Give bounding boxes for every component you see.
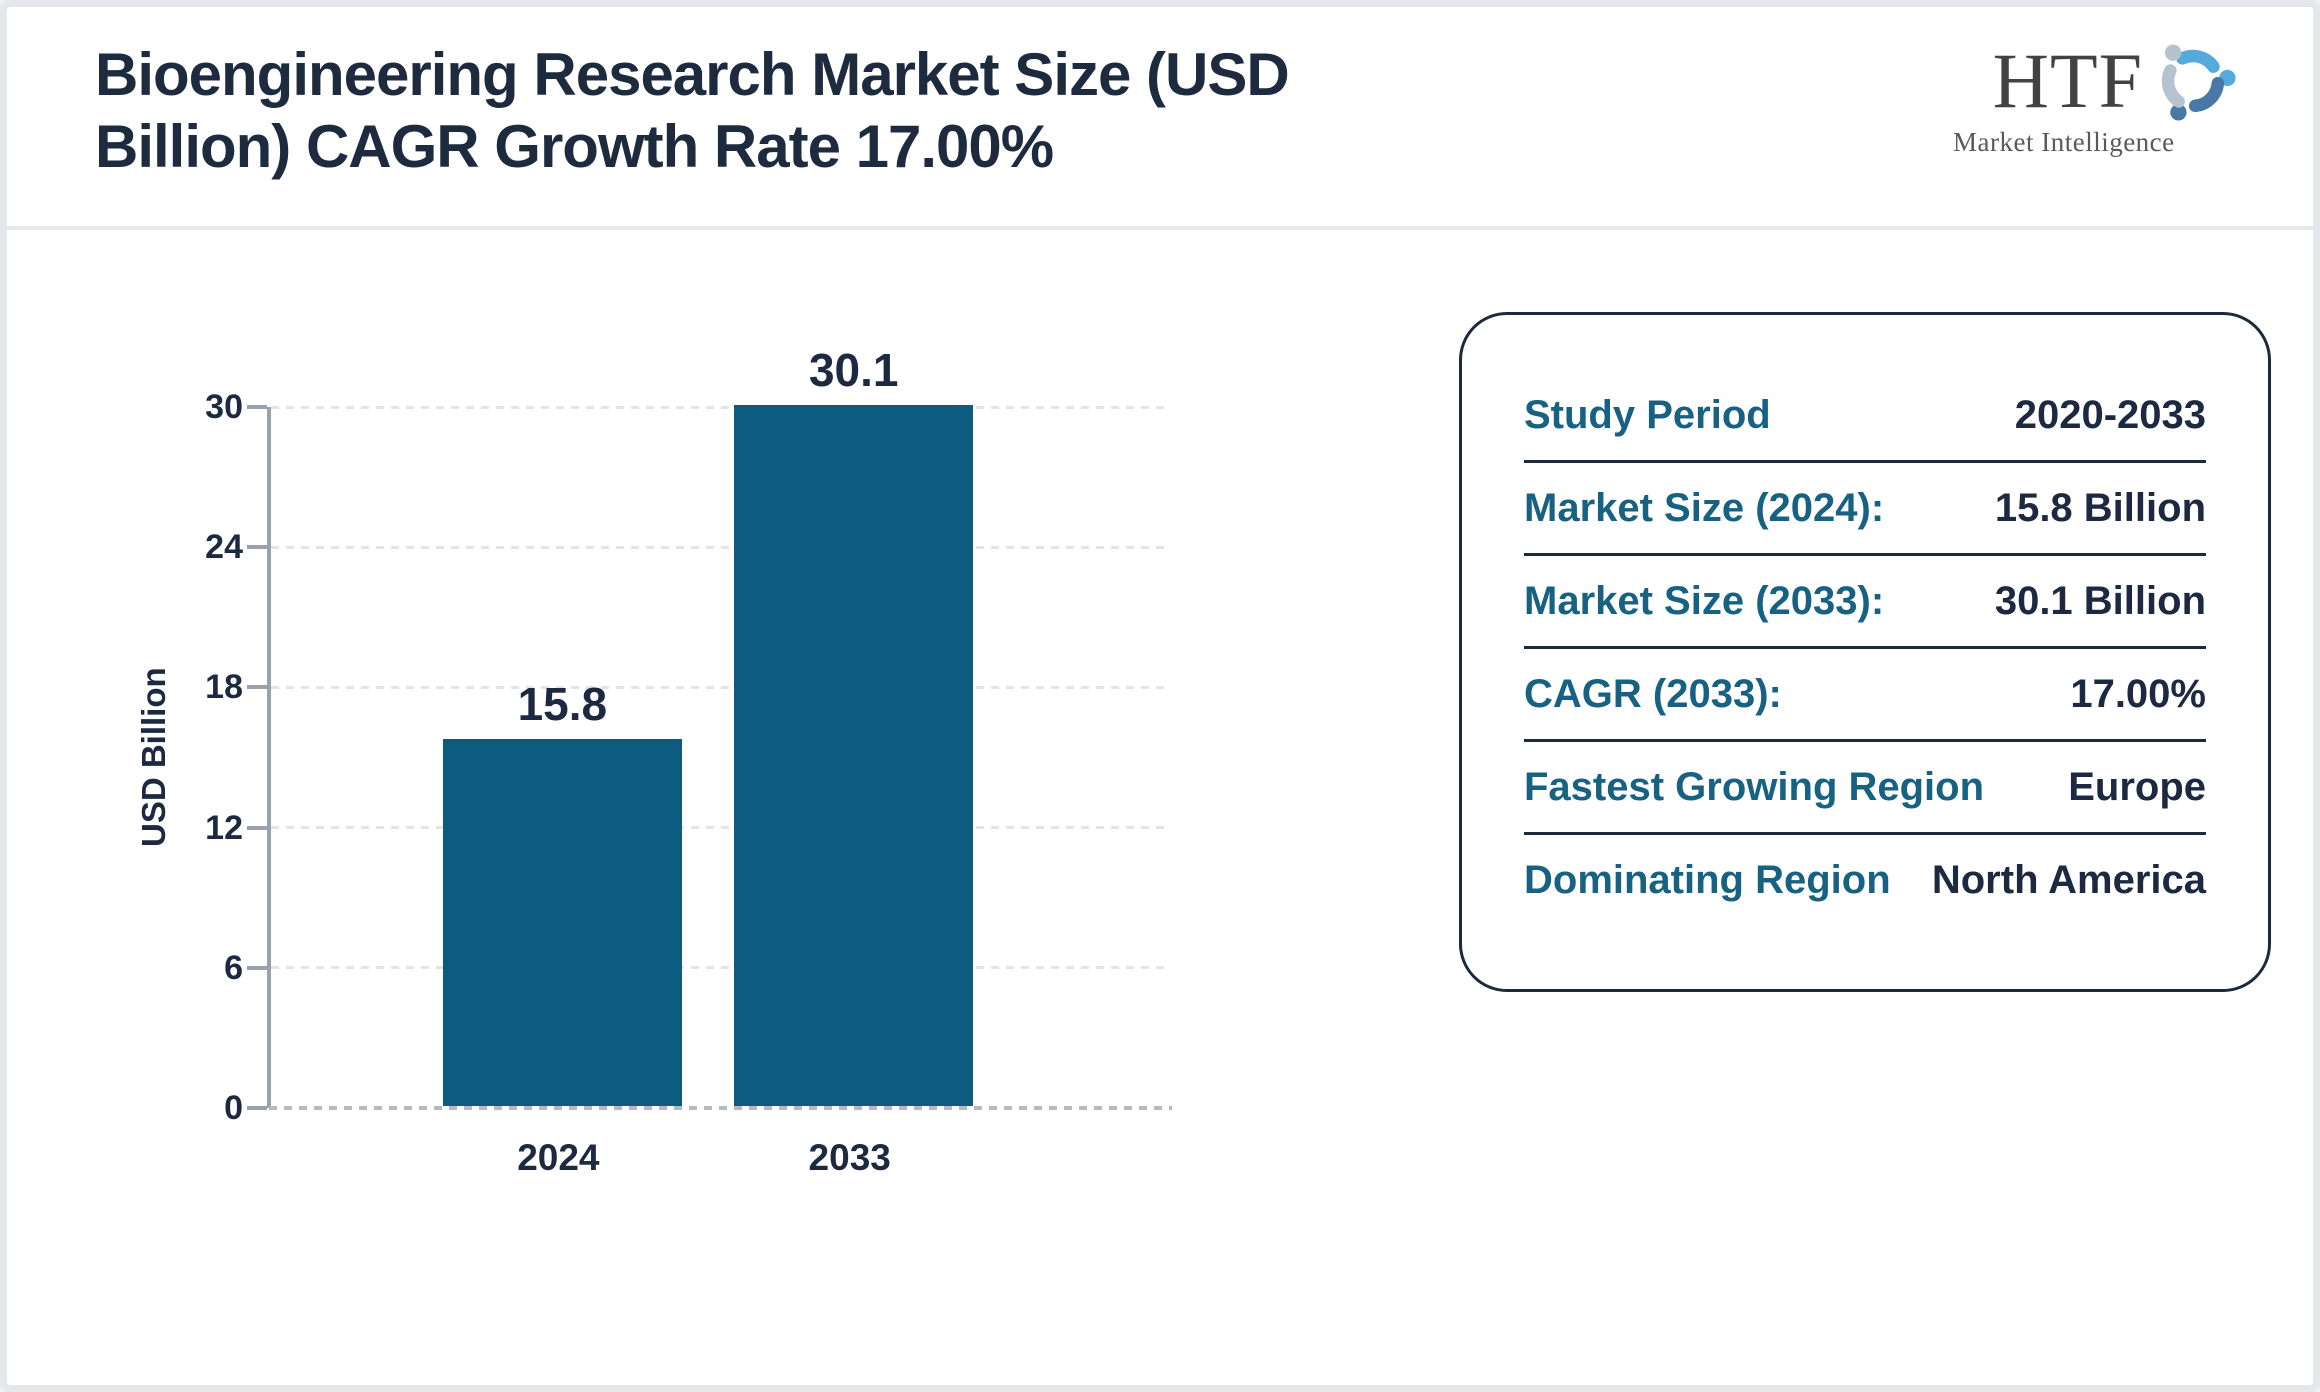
panel-row-label: CAGR (2033): (1524, 671, 1782, 716)
y-tick-mark-12 (247, 825, 267, 830)
panel-row-value: 17.00% (2070, 671, 2206, 716)
bar-value-label-2024: 15.8 (517, 677, 608, 730)
htf-logo-row: HTF (1941, 33, 2241, 129)
y-tick-mark-30 (247, 405, 267, 409)
y-tick-mark-6 (247, 965, 267, 970)
bar-value-label-2033: 30.1 (808, 343, 899, 396)
page-title-line1: Bioengineering Research Market Size (USD (95, 41, 1290, 108)
bar-2033 (734, 404, 974, 1108)
page-title: Bioengineering Research Market Size (USD… (95, 39, 1290, 183)
panel-divider (1524, 739, 2206, 742)
x-tick-label-2024: 2024 (517, 1137, 600, 1178)
panel-row-market-size-2024: Market Size (2024): 15.8 Billion (1524, 463, 2206, 553)
panel-row-study-period: Study Period 2020-2033 (1524, 370, 2206, 460)
x-axis-baseline (269, 1106, 1172, 1110)
panel-row-label: Market Size (2033): (1524, 578, 1885, 623)
gridline-24 (271, 545, 1168, 549)
chart-plot-area: 15.8 30.1 (247, 344, 1172, 1110)
x-axis-ticks: 2024 2033 (267, 1137, 1162, 1197)
panel-divider (1524, 553, 2206, 556)
panel-row-value: 30.1 Billion (1994, 578, 2206, 623)
page-title-line2: Billion) CAGR Growth Rate 17.00% (95, 113, 1054, 180)
panel-row-dominating-region: Dominating Region North America (1524, 835, 2206, 925)
panel-divider (1524, 460, 2206, 463)
y-tick-mark-24 (247, 545, 267, 550)
y-tick-label-30: 30 (205, 388, 243, 426)
header: Bioengineering Research Market Size (USD… (7, 7, 2313, 226)
y-tick-label-12: 12 (205, 808, 243, 847)
panel-row-label: Study Period (1524, 392, 1771, 437)
panel-row-value: Europe (2068, 764, 2206, 809)
y-tick-mark-18 (247, 685, 267, 690)
panel-divider (1524, 646, 2206, 649)
panel-row-value: 2020-2033 (2014, 392, 2206, 437)
gridline-30 (271, 405, 1168, 409)
gridline-12 (271, 826, 1168, 830)
panel-row-label: Dominating Region (1524, 857, 1891, 902)
htf-logo-mark-icon (2161, 44, 2236, 121)
htf-logo: HTF (1941, 33, 2241, 158)
gridline-18 (271, 685, 1168, 689)
y-tick-label-6: 6 (224, 948, 243, 987)
header-divider (7, 226, 2313, 230)
panel-row-label: Market Size (2024): (1524, 485, 1885, 530)
panel-row-value: 15.8 Billion (1994, 485, 2206, 530)
y-tick-mark-0 (247, 1106, 267, 1110)
panel-divider (1524, 832, 2206, 835)
htf-logo-abbr: HTF (1992, 37, 2143, 124)
panel-row-fastest-growing-region: Fastest Growing Region Europe (1524, 742, 2206, 832)
panel-row-market-size-2033: Market Size (2033): 30.1 Billion (1524, 556, 2206, 646)
panel-row-cagr: CAGR (2033): 17.00% (1524, 649, 2206, 739)
y-tick-label-24: 24 (205, 528, 243, 567)
y-axis-ticks: 0 6 12 18 24 30 (127, 388, 243, 1127)
y-tick-label-18: 18 (205, 668, 243, 707)
summary-panel: Study Period 2020-2033 Market Size (2024… (1459, 312, 2271, 992)
htf-logo-subtitle: Market Intelligence (1953, 127, 2175, 157)
x-tick-label-2033: 2033 (808, 1137, 891, 1178)
y-tick-label-0: 0 (224, 1089, 243, 1127)
gridline-6 (271, 966, 1168, 970)
bar-2024 (442, 738, 682, 1108)
panel-row-label: Fastest Growing Region (1524, 764, 1985, 809)
panel-row-value: North America (1931, 857, 2206, 902)
